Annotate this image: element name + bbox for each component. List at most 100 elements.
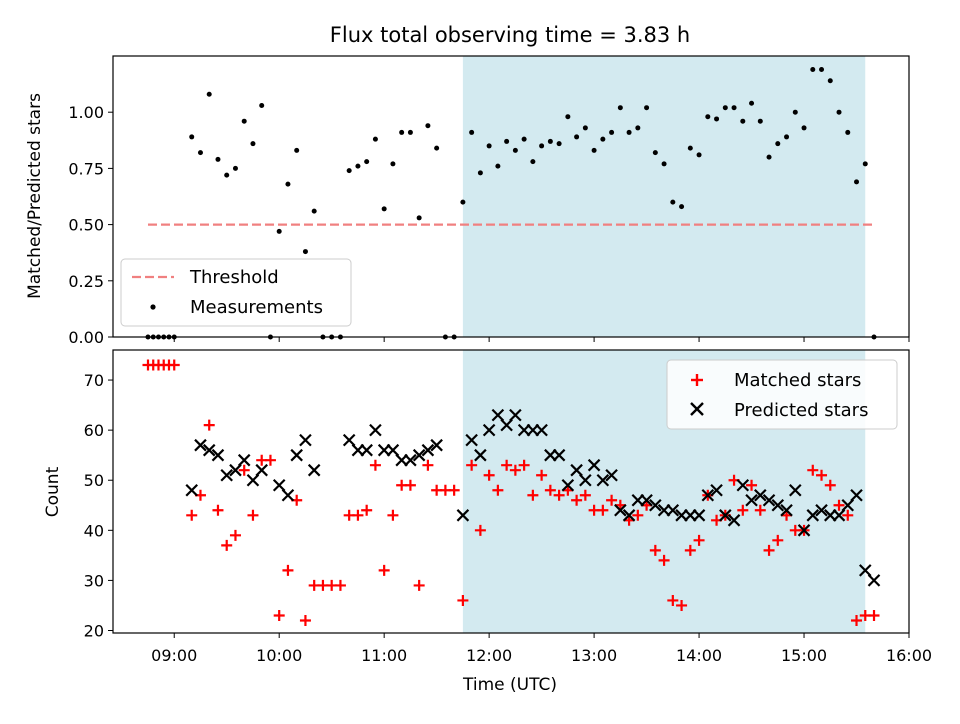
chart-title: Flux total observing time = 3.83 h [330, 23, 690, 47]
measurement-point [477, 170, 483, 176]
matched-star-marker [807, 464, 819, 476]
predicted-star-marker [535, 423, 548, 437]
predicted-star-marker [858, 564, 872, 577]
measurement-point [241, 118, 247, 124]
measurement-point [766, 154, 772, 160]
count-y-tick-label: 20 [84, 621, 104, 640]
predicted-star-marker [360, 443, 373, 457]
measurement-point [407, 129, 413, 135]
predicted-star-marker [421, 443, 435, 457]
matched-star-marker [413, 579, 425, 591]
predicted-star-marker [850, 488, 863, 502]
ratio-legend: Threshold Measurements [120, 258, 352, 327]
matched-star-marker [544, 484, 556, 496]
measurement-point [687, 145, 693, 151]
count-y-tick-label: 60 [84, 421, 104, 440]
matched-star-marker [649, 544, 661, 556]
measurement-point [792, 109, 798, 115]
ratio-y-tick-label: 0.75 [68, 159, 104, 178]
legend-threshold-label: Threshold [189, 267, 279, 288]
ratio-legend-box [120, 258, 352, 327]
x-tick-label: 14:00 [676, 646, 722, 665]
predicted-stars-points [185, 408, 881, 587]
predicted-star-marker [509, 408, 522, 422]
measurement-point [714, 116, 720, 122]
matched-star-marker [334, 579, 346, 591]
predicted-star-marker [579, 473, 592, 487]
predicted-star-marker [386, 443, 400, 457]
predicted-star-marker [500, 418, 513, 432]
predicted-star-marker [745, 493, 758, 507]
measurement-point [600, 136, 606, 142]
predicted-star-marker [290, 448, 303, 462]
measurement-point [302, 249, 308, 255]
count-legend-box [666, 359, 898, 430]
measurement-point [635, 125, 641, 131]
measurement-point [250, 141, 256, 147]
measurement-point [197, 150, 203, 156]
measurement-point [731, 105, 737, 111]
matched-star-marker [509, 464, 521, 476]
measurement-point [845, 129, 851, 135]
matched-star-marker [404, 479, 416, 491]
ratio-y-ticks: 0.00 0.25 0.50 0.75 1.00 [68, 103, 113, 347]
matched-star-marker [352, 509, 364, 521]
measurement-point [495, 163, 501, 169]
x-axis-label: Time (UTC) [462, 675, 557, 695]
measurement-point [696, 152, 702, 158]
measurement-point [862, 161, 868, 167]
matched-star-marker [483, 469, 495, 481]
measurement-point [740, 118, 746, 124]
measurement-point [530, 159, 536, 165]
predicted-star-marker [815, 504, 828, 517]
matched-star-marker [536, 469, 548, 481]
measurement-point [399, 129, 405, 135]
count-y-tick-label: 40 [84, 521, 104, 540]
matched-star-marker [422, 459, 434, 471]
ratio-plot-frame [112, 55, 910, 338]
matched-star-marker [448, 484, 460, 496]
measurement-point [565, 114, 571, 120]
matched-star-marker [203, 419, 215, 431]
matched-star-marker [737, 504, 749, 516]
predicted-star-marker [754, 488, 767, 502]
predicted-star-marker [570, 463, 583, 477]
predicted-star-marker [281, 488, 295, 502]
measurement-point [189, 134, 195, 140]
matched-star-marker [684, 544, 696, 556]
x-tick-label: 10:00 [256, 646, 302, 665]
measurement-point [381, 206, 387, 212]
measurement-point [469, 129, 475, 135]
predicted-star-marker [727, 514, 741, 527]
measurement-point [661, 161, 667, 167]
measurement-point [801, 125, 807, 131]
matched-star-marker [282, 564, 294, 576]
predicted-star-marker [701, 488, 715, 502]
matched-star-marker [527, 489, 539, 501]
predicted-star-marker [491, 408, 505, 422]
measurement-point [215, 156, 221, 162]
legend-matched-label: Matched stars [734, 370, 861, 391]
predicted-star-marker [605, 468, 618, 482]
matched-star-marker [693, 534, 705, 546]
measurement-point [206, 91, 212, 97]
predicted-star-marker [369, 423, 382, 437]
matched-star-marker [833, 499, 845, 511]
matched-star-marker [772, 534, 784, 546]
measurement-point [749, 100, 755, 106]
matched-star-marker [553, 489, 565, 501]
measurement-point [591, 147, 597, 153]
measurement-points [145, 66, 877, 340]
measurement-point [679, 204, 685, 210]
predicted-star-marker [272, 478, 286, 492]
measurement-point [232, 165, 238, 171]
measurement-point [224, 172, 230, 178]
measurement-point [582, 125, 588, 131]
ratio-y-tick-label: 1.00 [68, 103, 104, 122]
measurement-point [609, 129, 615, 135]
measurement-point [705, 114, 711, 120]
count-plot-frame [112, 349, 910, 634]
predicted-star-marker [474, 448, 487, 462]
measurement-point [355, 163, 361, 169]
